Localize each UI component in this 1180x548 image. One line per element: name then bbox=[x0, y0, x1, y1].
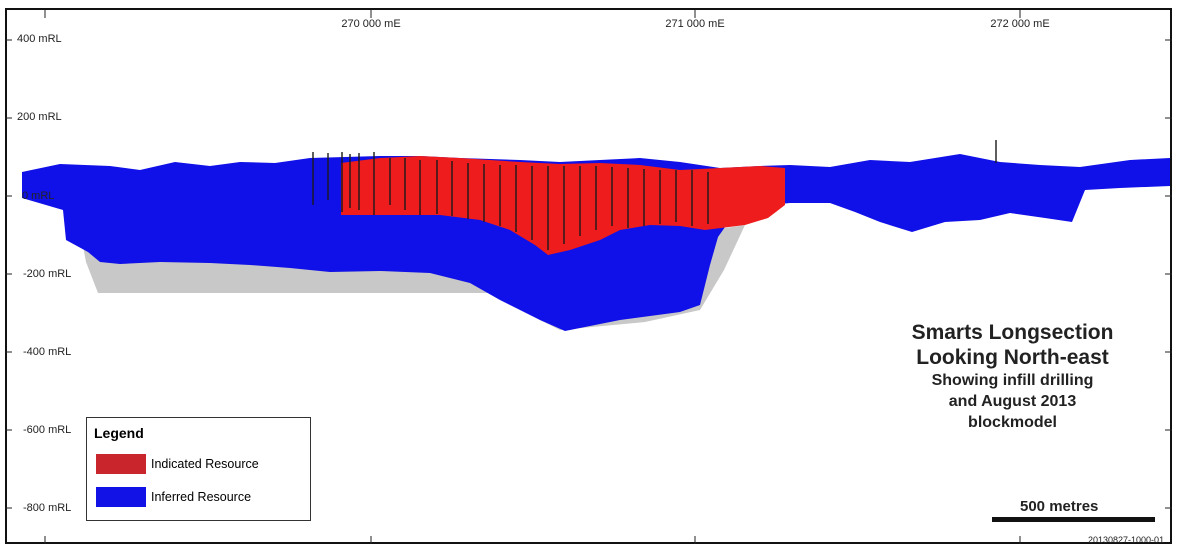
y-label-400: 400 mRL bbox=[17, 33, 62, 45]
inferred-resource bbox=[22, 154, 1170, 331]
title-line-5: blockmodel bbox=[968, 414, 1057, 431]
y-label-neg800: -800 mRL bbox=[23, 502, 72, 514]
reference-code: 20130827-1000-01 bbox=[1088, 535, 1165, 545]
x-label-271000: 271 000 mE bbox=[665, 18, 725, 30]
title-line-4: and August 2013 bbox=[948, 393, 1077, 410]
legend-box: Legend Indicated Resource Inferred Resou… bbox=[86, 417, 311, 521]
title-line-1: Smarts Longsection bbox=[911, 321, 1114, 344]
indicated-swatch bbox=[96, 454, 146, 474]
inferred-swatch bbox=[96, 487, 146, 507]
y-label-neg200: -200 mRL bbox=[23, 268, 72, 280]
drill-holes bbox=[312, 140, 997, 250]
x-label-270000: 270 000 mE bbox=[341, 18, 401, 30]
section-title-block: Smarts Longsection Looking North-east Sh… bbox=[855, 320, 1170, 433]
y-label-200: 200 mRL bbox=[17, 111, 62, 123]
y-label-0: 0 mRL bbox=[22, 190, 55, 202]
title-line-2: Looking North-east bbox=[916, 346, 1109, 369]
indicated-legend-label: Indicated Resource bbox=[151, 457, 259, 471]
axis-ticks bbox=[5, 10, 1172, 544]
inferred-legend-label: Inferred Resource bbox=[151, 490, 252, 504]
scale-bar-label: 500 metres bbox=[1020, 498, 1099, 515]
scale-bar bbox=[992, 517, 1155, 522]
y-label-neg600: -600 mRL bbox=[23, 424, 72, 436]
x-label-272000: 272 000 mE bbox=[990, 18, 1050, 30]
legend-title: Legend bbox=[94, 425, 144, 441]
title-line-3: Showing infill drilling bbox=[931, 372, 1094, 389]
y-label-neg400: -400 mRL bbox=[23, 346, 72, 358]
